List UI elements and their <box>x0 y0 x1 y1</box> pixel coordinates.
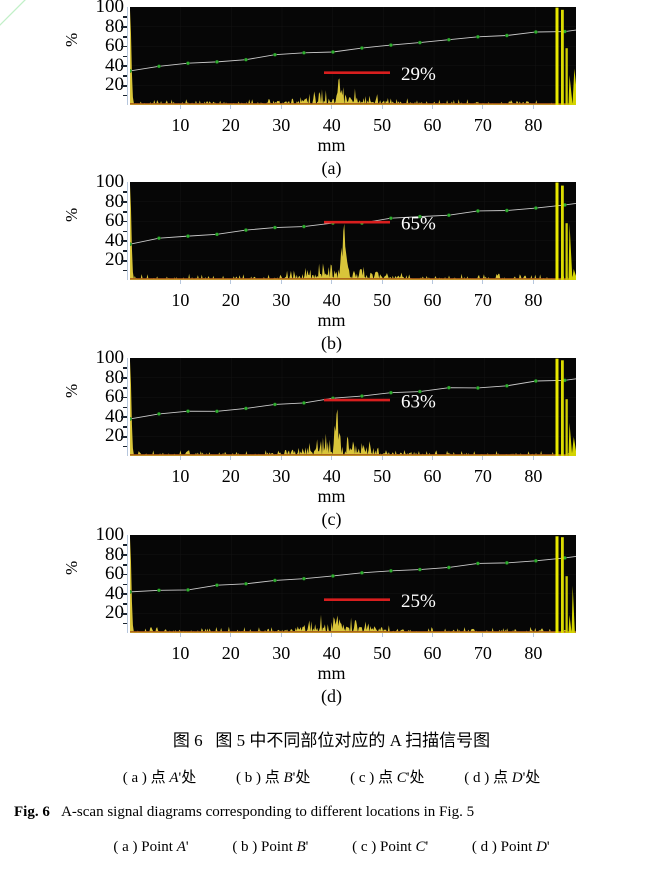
svg-text:29%: 29% <box>401 64 436 85</box>
svg-text:25%: 25% <box>401 591 436 612</box>
svg-text:65%: 65% <box>401 214 436 235</box>
svg-text:63%: 63% <box>401 392 436 413</box>
